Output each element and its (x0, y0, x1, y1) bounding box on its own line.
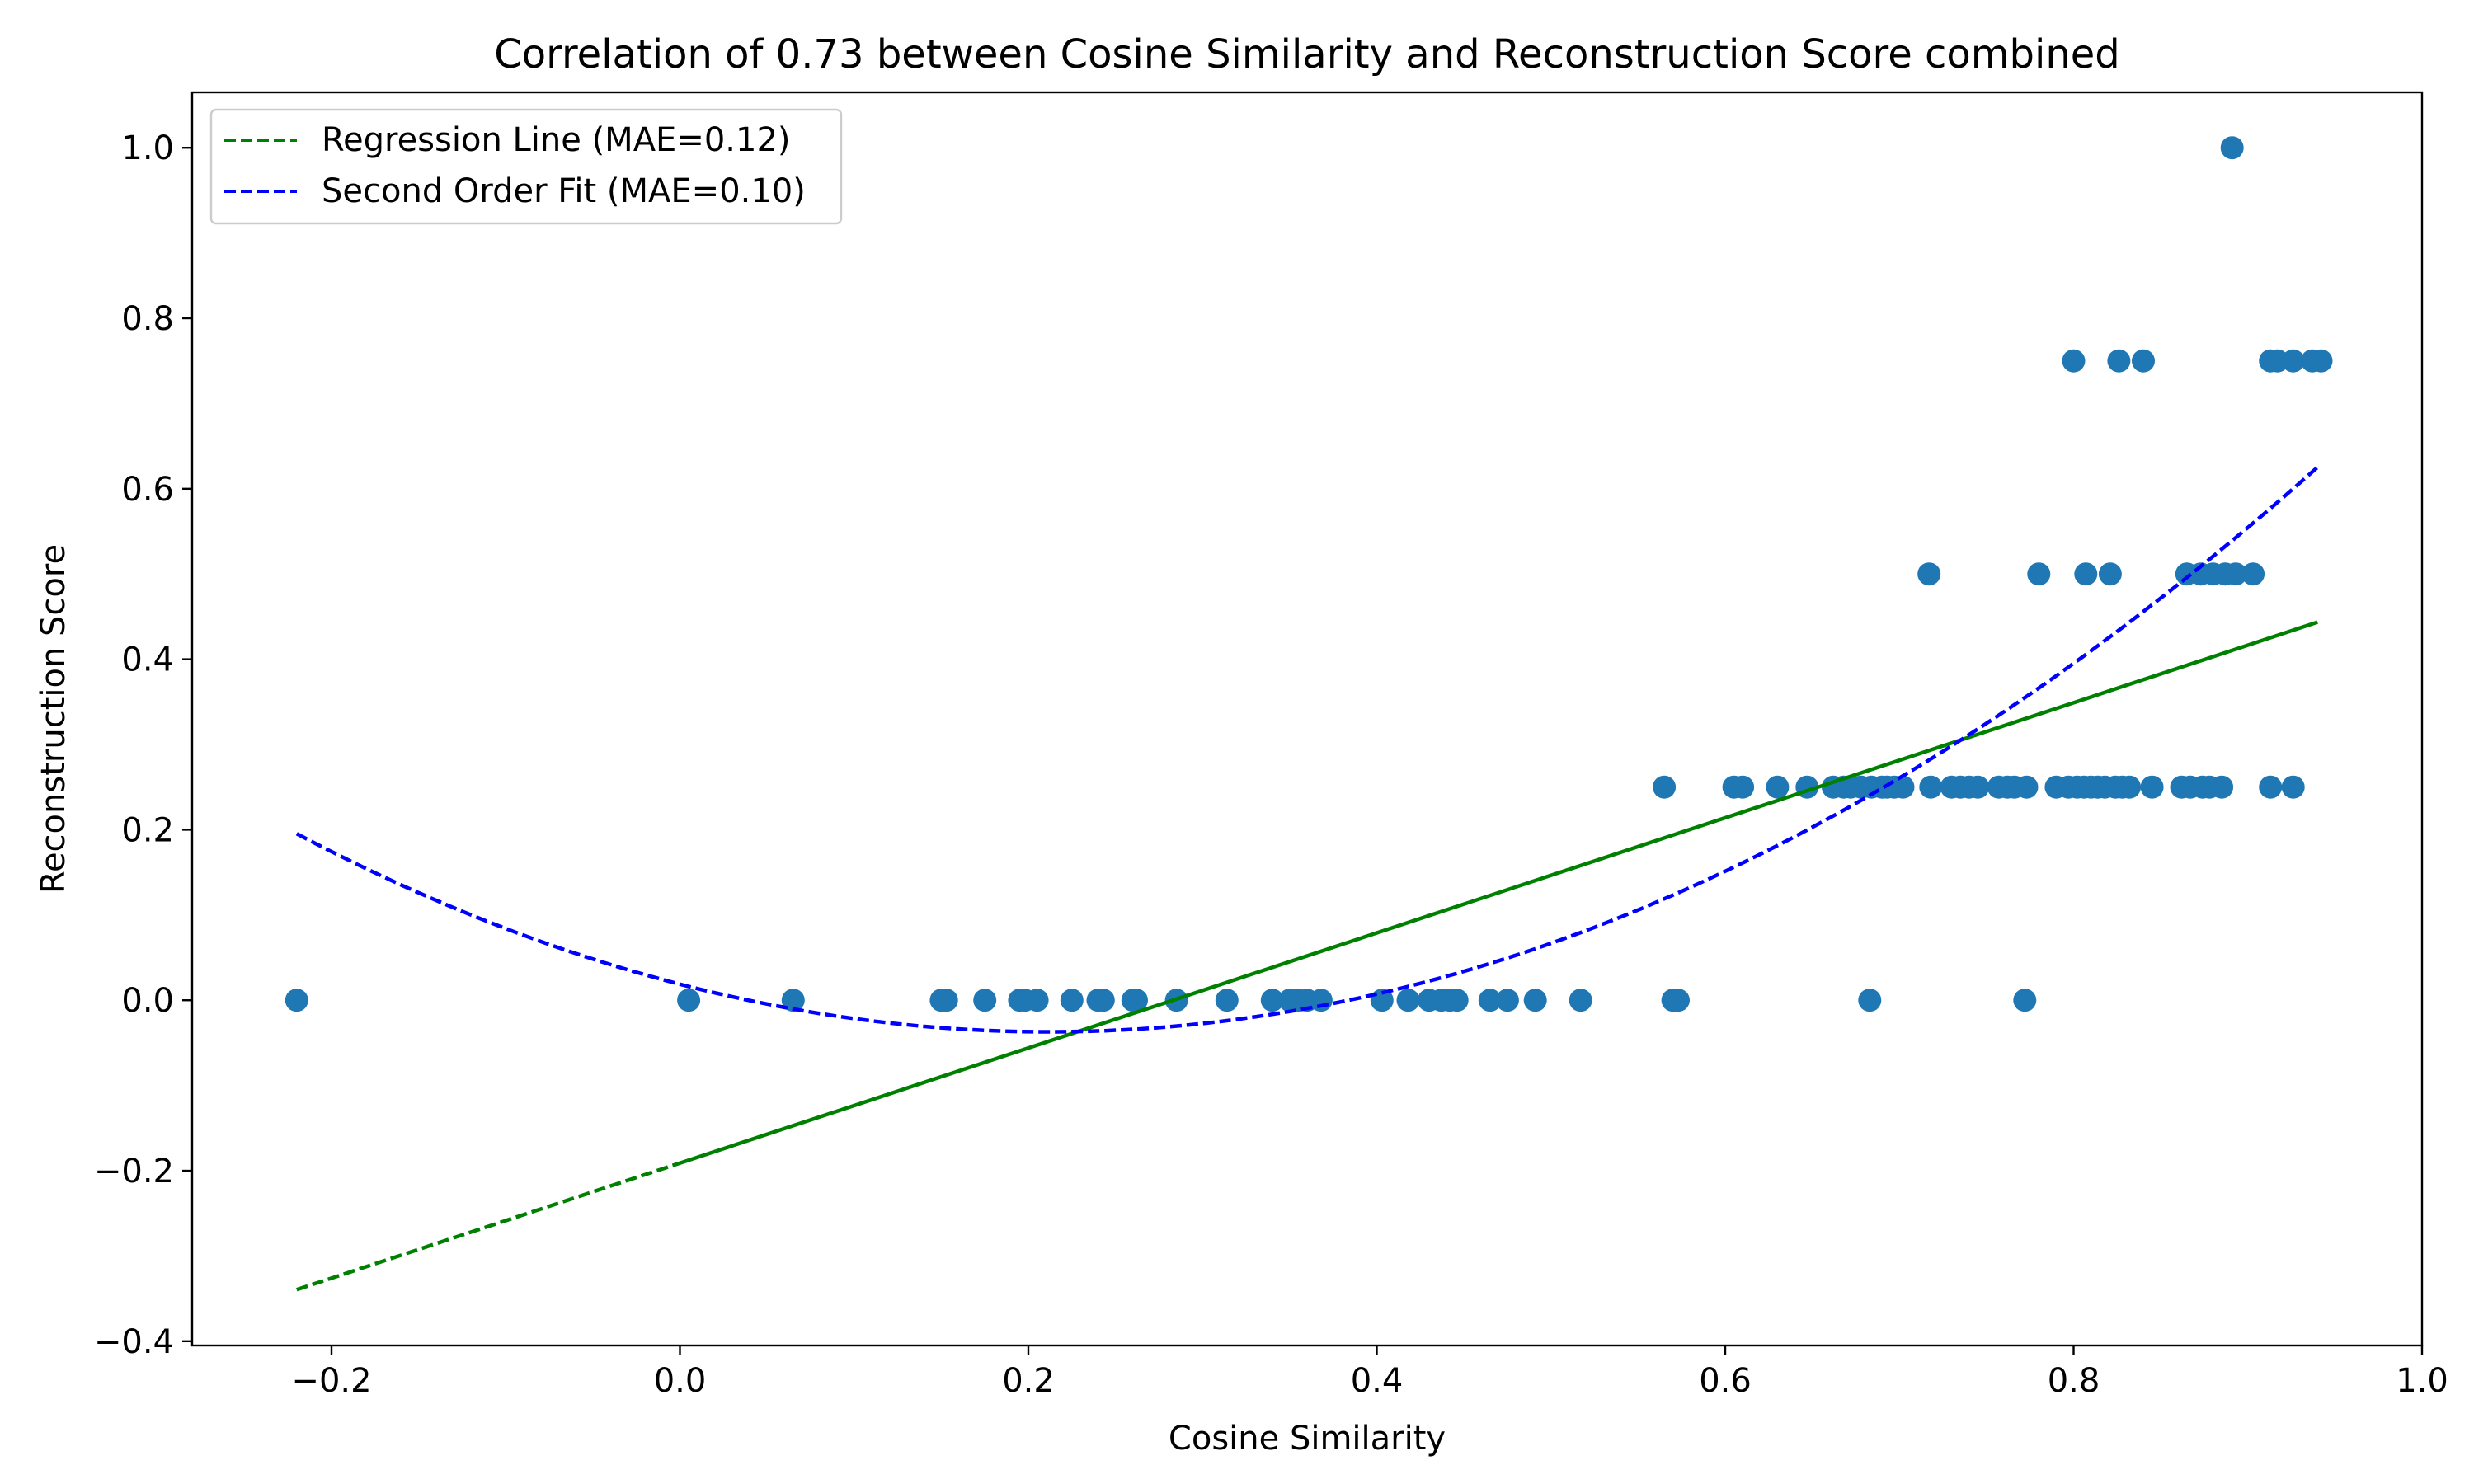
data-point (1653, 775, 1677, 799)
y-axis: −0.4 −0.2 0.0 0.2 0.4 0.6 0.8 1.0 (94, 129, 192, 1361)
y-tick-label: 0.2 (121, 811, 174, 849)
data-point (2098, 562, 2122, 586)
data-point (2220, 136, 2244, 160)
data-point (1917, 562, 1941, 586)
data-point (1478, 989, 1502, 1012)
chart-title: Correlation of 0.73 between Cosine Simil… (494, 31, 2120, 77)
x-axis: −0.2 0.0 0.2 0.4 0.6 0.8 1.0 (291, 1345, 2448, 1400)
y-tick-label: 0.0 (121, 982, 174, 1020)
x-tick-label: 0.0 (654, 1362, 707, 1400)
data-point (2027, 562, 2051, 586)
data-point (1919, 775, 1943, 799)
second-order-fit-curve (295, 466, 2319, 1034)
data-point (2309, 349, 2333, 373)
y-tick-label: −0.2 (94, 1153, 174, 1190)
data-point (1667, 989, 1690, 1012)
x-tick-label: 0.2 (1002, 1362, 1055, 1400)
legend-box (209, 108, 843, 225)
data-point (1060, 989, 1084, 1012)
data-point (1569, 989, 1592, 1012)
regression-line (679, 620, 2318, 1165)
data-point (1445, 989, 1469, 1012)
data-point (285, 989, 308, 1012)
data-point (1215, 989, 1239, 1012)
y-tick-label: 0.6 (121, 471, 174, 509)
data-point (2259, 775, 2283, 799)
data-point (2140, 775, 2164, 799)
data-point (677, 989, 701, 1012)
data-point (2107, 349, 2131, 373)
data-point (1125, 989, 1148, 1012)
x-tick-label: 0.8 (2048, 1362, 2100, 1400)
y-tick-label: −0.4 (94, 1323, 174, 1361)
plot-frame (190, 91, 2424, 1347)
data-point (1309, 989, 1333, 1012)
data-point (1091, 989, 1115, 1012)
data-point (2281, 349, 2305, 373)
data-point (1260, 989, 1284, 1012)
data-point (2118, 775, 2142, 799)
data-point (1523, 989, 1547, 1012)
data-point (2132, 349, 2155, 373)
legend-regression-label: Regression Line (MAE=0.12) (322, 121, 791, 159)
legend: Regression Line (MAE=0.12) Second Order … (209, 108, 843, 225)
data-point (1966, 775, 1990, 799)
data-point (1025, 989, 1049, 1012)
data-point (934, 989, 958, 1012)
x-tick-label: 1.0 (2396, 1362, 2448, 1400)
data-point (2015, 775, 2039, 799)
y-axis-label: Reconstruction Score (35, 544, 73, 894)
data-point (781, 989, 805, 1012)
data-point (2062, 349, 2086, 373)
legend-second-order-label: Second Order Fit (MAE=0.10) (322, 172, 806, 210)
x-tick-label: −0.2 (291, 1362, 371, 1400)
data-point (1766, 775, 1790, 799)
plot-area (285, 136, 2333, 1292)
y-tick-label: 0.8 (121, 300, 174, 338)
data-point (2281, 775, 2305, 799)
data-point (1396, 989, 1420, 1012)
x-axis-label: Cosine Similarity (1169, 1420, 1446, 1458)
data-point (1731, 775, 1755, 799)
data-point (1858, 989, 1882, 1012)
data-point (973, 989, 997, 1012)
y-tick-label: 1.0 (121, 129, 174, 167)
data-point (1495, 989, 1519, 1012)
regression-line-dashed (296, 1161, 681, 1292)
data-point (2013, 989, 2037, 1012)
data-point (2224, 562, 2247, 586)
x-tick-label: 0.6 (1699, 1362, 1752, 1400)
data-point (2074, 562, 2098, 586)
y-tick-label: 0.4 (121, 641, 174, 679)
data-point (1891, 775, 1915, 799)
data-point (2210, 775, 2234, 799)
data-point (2241, 562, 2265, 586)
x-tick-label: 0.4 (1351, 1362, 1404, 1400)
